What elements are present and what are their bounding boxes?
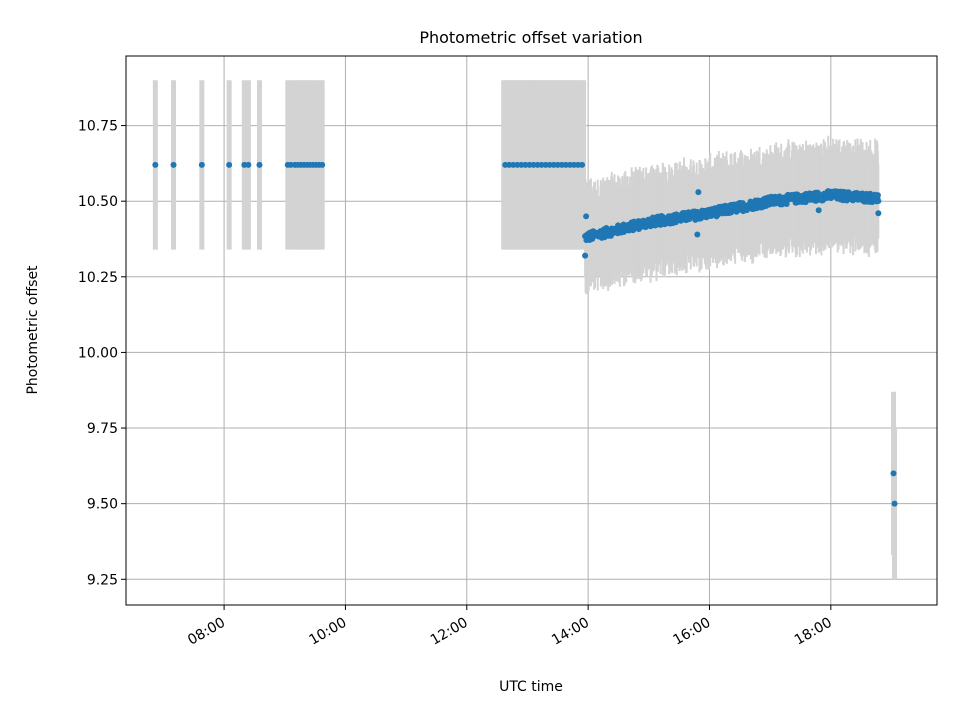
y-tick-label: 9.75 <box>87 421 118 437</box>
x-tick-label: 14:00 <box>549 615 592 649</box>
y-axis-ticks: 9.25 9.50 9.75 10.00 10.25 10.50 10.75 <box>78 119 126 588</box>
data-points <box>152 161 898 507</box>
data-point <box>152 161 159 168</box>
x-tick-label: 18:00 <box>792 615 835 649</box>
x-tick-label: 16:00 <box>671 615 714 649</box>
chart-title: Photometric offset variation <box>419 28 642 47</box>
data-point <box>694 231 701 238</box>
data-point <box>874 192 881 199</box>
y-tick-label: 10.50 <box>78 194 118 210</box>
x-axis-label: UTC time <box>499 679 563 695</box>
data-point <box>226 161 233 168</box>
plot-frame <box>125 55 938 606</box>
y-tick-label: 10.00 <box>78 345 118 361</box>
x-tick-label: 08:00 <box>185 615 228 649</box>
y-tick-label: 9.50 <box>87 497 118 513</box>
y-tick-label: 10.25 <box>78 270 118 286</box>
error-bars <box>152 80 898 580</box>
data-point <box>890 470 897 477</box>
data-point <box>579 161 586 168</box>
data-point <box>875 210 882 217</box>
y-tick-label: 10.75 <box>78 119 118 135</box>
data-point <box>875 197 882 204</box>
data-point <box>583 213 590 220</box>
y-axis-label: Photometric offset <box>25 265 41 395</box>
data-point <box>582 252 589 259</box>
data-point <box>891 500 898 507</box>
x-axis-ticks: 08:00 10:00 12:00 14:00 16:00 18:00 <box>185 605 835 649</box>
y-tick-label: 9.25 <box>87 572 118 588</box>
data-point <box>245 161 252 168</box>
x-tick-label: 10:00 <box>306 615 349 649</box>
data-point <box>695 189 702 196</box>
data-point <box>815 207 822 214</box>
data-point <box>319 161 326 168</box>
data-point <box>256 161 263 168</box>
x-tick-label: 12:00 <box>428 615 471 649</box>
data-point <box>170 161 177 168</box>
data-point <box>198 161 205 168</box>
